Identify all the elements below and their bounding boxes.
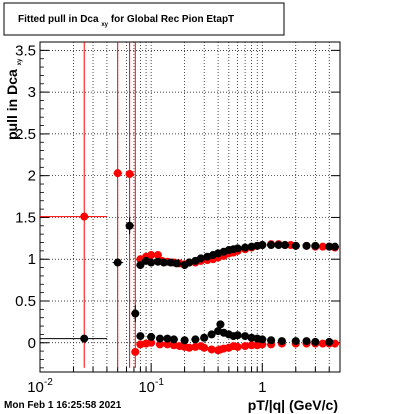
title-frame	[3, 2, 285, 36]
chart-title-box: Fitted pull in Dca xy for Global Rec Pio…	[3, 2, 285, 36]
data-point	[125, 170, 134, 178]
x-tick-label: 10-1	[138, 377, 164, 396]
data-point	[241, 243, 250, 252]
y-axis-title-main: pull in Dca	[4, 69, 20, 140]
data-point	[147, 258, 156, 267]
plot-frame	[39, 41, 341, 373]
y-axis-title: pull in Dca xy	[4, 58, 23, 140]
data-point	[136, 332, 145, 341]
timestamp-label: Mon Feb 1 16:25:58 2021	[4, 400, 122, 411]
data-point	[125, 221, 134, 230]
data-point	[147, 332, 156, 341]
data-point	[166, 258, 175, 267]
data-point	[291, 337, 300, 346]
data-point	[267, 241, 276, 250]
data-point	[159, 258, 168, 267]
x-tick-label-base: 10	[138, 379, 155, 396]
data-point	[185, 258, 194, 267]
data-point	[311, 241, 320, 250]
data-point	[153, 257, 162, 266]
data-point	[147, 338, 156, 347]
data-point	[280, 241, 289, 250]
x-axis-title: pT/|q| (GeV/c)	[248, 397, 338, 413]
data-point	[216, 320, 225, 329]
title-subscript: xy	[101, 22, 108, 28]
data-point	[325, 242, 334, 251]
data-point	[180, 336, 189, 345]
x-tick-label-exponent: -2	[44, 377, 53, 388]
data-point	[258, 335, 267, 344]
data-point	[200, 343, 209, 352]
data-point	[241, 332, 250, 341]
axis-ticks	[39, 41, 341, 372]
y-axis-title-subscript: xy	[17, 58, 23, 65]
y-tick-label: 0	[28, 335, 36, 352]
y-tick-label: 1	[28, 251, 36, 268]
data-point	[196, 254, 205, 263]
data-point	[155, 340, 164, 349]
black-series	[80, 221, 339, 346]
y-tick-label: 2	[28, 168, 36, 185]
data-series	[80, 169, 339, 356]
data-point	[80, 212, 89, 221]
y-tick-label: 3.5	[15, 42, 36, 59]
data-point	[330, 242, 339, 251]
data-point	[131, 309, 140, 318]
data-point	[318, 339, 327, 348]
chart-title: Fitted pull in Dca xy for Global Rec Pio…	[18, 14, 234, 29]
y-tick-label: 2.5	[15, 126, 36, 143]
y-tick-label: 3	[28, 84, 36, 101]
title-rest: for Global Rec Pion EtapT	[111, 14, 234, 25]
data-point	[155, 334, 164, 343]
data-point	[241, 342, 250, 351]
data-point	[113, 258, 122, 267]
data-point	[200, 333, 209, 342]
data-point	[169, 335, 178, 344]
x-tick-label-base: 1	[258, 379, 266, 396]
data-point	[163, 340, 172, 349]
data-point	[311, 337, 320, 346]
data-point	[274, 241, 283, 250]
data-point	[325, 337, 334, 346]
data-point	[233, 342, 242, 351]
data-point	[277, 337, 286, 346]
title-main: Fitted pull in Dca	[18, 14, 99, 25]
data-point	[131, 347, 140, 356]
x-tick-label: 1	[258, 379, 266, 396]
y-tick-label: 1.5	[15, 209, 36, 226]
data-point	[258, 241, 267, 250]
tick-labels: 00.511.522.533.510-2 10-1 1	[15, 42, 266, 396]
data-point	[191, 335, 200, 344]
data-point	[233, 331, 242, 340]
x-tick-label: 10-2	[27, 377, 53, 396]
x-tick-label-exponent: -1	[155, 377, 164, 388]
data-point	[207, 345, 216, 354]
data-point	[163, 334, 172, 343]
data-point	[302, 337, 311, 346]
data-point	[153, 251, 162, 260]
data-point	[147, 251, 156, 260]
data-point	[207, 330, 216, 339]
data-point	[113, 169, 122, 178]
data-point	[302, 241, 311, 250]
data-point	[318, 242, 327, 251]
data-point	[136, 261, 145, 270]
data-point	[185, 343, 194, 352]
data-point	[233, 244, 242, 253]
data-point	[291, 241, 300, 250]
x-tick-label-base: 10	[27, 379, 44, 396]
y-tick-label: 0.5	[15, 293, 36, 310]
data-point	[267, 336, 276, 345]
data-point	[172, 259, 181, 268]
data-point	[247, 341, 256, 350]
data-point	[80, 334, 89, 343]
